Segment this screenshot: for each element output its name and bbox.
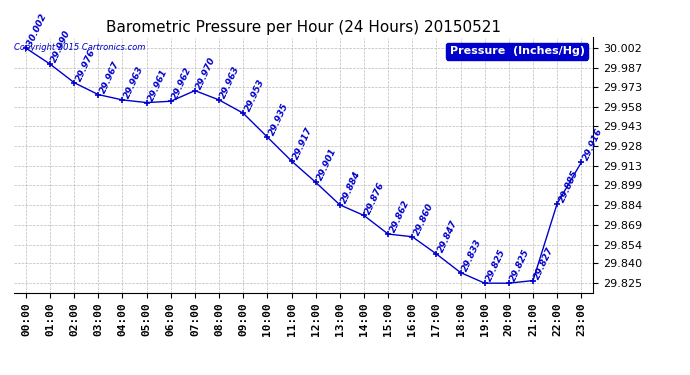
Text: 29.967: 29.967 (98, 59, 121, 94)
Title: Barometric Pressure per Hour (24 Hours) 20150521: Barometric Pressure per Hour (24 Hours) … (106, 20, 501, 35)
Text: 29.990: 29.990 (50, 29, 73, 64)
Text: 30.002: 30.002 (26, 13, 49, 48)
Text: 29.963: 29.963 (219, 65, 242, 100)
Text: 29.935: 29.935 (268, 102, 290, 137)
Text: 29.970: 29.970 (195, 56, 218, 91)
Text: 29.962: 29.962 (170, 66, 194, 101)
Text: 29.860: 29.860 (412, 201, 435, 237)
Text: 29.825: 29.825 (484, 248, 508, 283)
Text: Copyright 2015 Cartronics.com: Copyright 2015 Cartronics.com (14, 43, 146, 52)
Text: 29.916: 29.916 (581, 127, 604, 162)
Text: 29.827: 29.827 (533, 245, 556, 280)
Text: 29.885: 29.885 (558, 168, 580, 204)
Text: 29.884: 29.884 (339, 170, 363, 205)
Text: 29.976: 29.976 (75, 48, 97, 82)
Text: 29.953: 29.953 (243, 78, 266, 113)
Text: 29.876: 29.876 (364, 180, 387, 216)
Text: 29.963: 29.963 (123, 65, 146, 100)
Text: 29.847: 29.847 (436, 219, 460, 254)
Text: 29.901: 29.901 (315, 147, 339, 182)
Text: 29.917: 29.917 (291, 126, 315, 161)
Text: 29.862: 29.862 (388, 199, 411, 234)
Text: 29.825: 29.825 (509, 248, 532, 283)
Text: 29.961: 29.961 (146, 68, 170, 103)
Legend: Pressure  (Inches/Hg): Pressure (Inches/Hg) (446, 43, 588, 60)
Text: 29.833: 29.833 (461, 237, 484, 273)
